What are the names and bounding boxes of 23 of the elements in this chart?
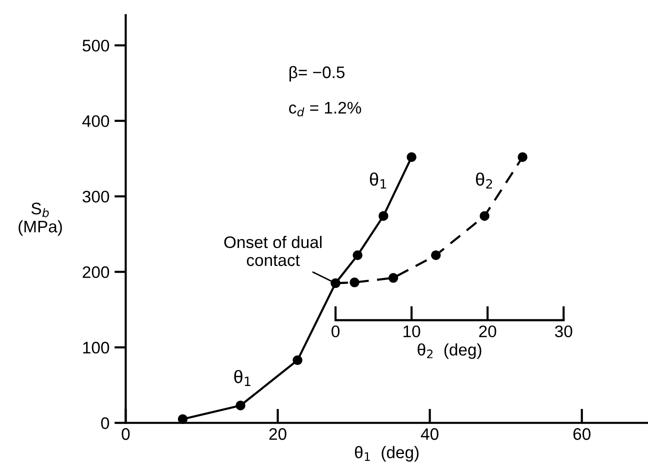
x-tick-label: 0: [122, 428, 130, 440]
y-tick-label: 100: [83, 342, 110, 354]
annotation: Onset of dual contact: [224, 236, 322, 266]
x2-tick-label: 10: [404, 325, 420, 338]
series-label: θ$_{1}$: [370, 172, 386, 188]
x-tick-label: 60: [573, 428, 590, 440]
x2-axis-title: θ$_{2}$ (deg): [418, 343, 482, 359]
y-axis-title: S$_{b}$ (MPa): [18, 202, 62, 236]
annotation: c$_{d}$ = 1.2%: [289, 102, 362, 116]
x2-tick-label: 20: [479, 325, 496, 338]
y-tick-label: 500: [82, 40, 110, 52]
y-tick-label: 400: [82, 115, 110, 128]
x-tick-label: 40: [420, 428, 438, 440]
annotation: β= −0.5: [290, 66, 345, 82]
x2-tick-label: 0: [332, 325, 340, 338]
y-tick-label: 200: [82, 266, 110, 278]
annotation: θ$_{1}$: [234, 370, 250, 386]
series-label: θ$_{2}$: [476, 172, 492, 188]
x-axis-title: θ$_{1}$ (deg): [354, 446, 419, 462]
y-tick-label: 300: [82, 190, 110, 203]
x2-tick-label: 30: [554, 325, 572, 338]
y-tick-label: 0: [101, 417, 110, 430]
x-tick-label: 20: [269, 428, 286, 440]
